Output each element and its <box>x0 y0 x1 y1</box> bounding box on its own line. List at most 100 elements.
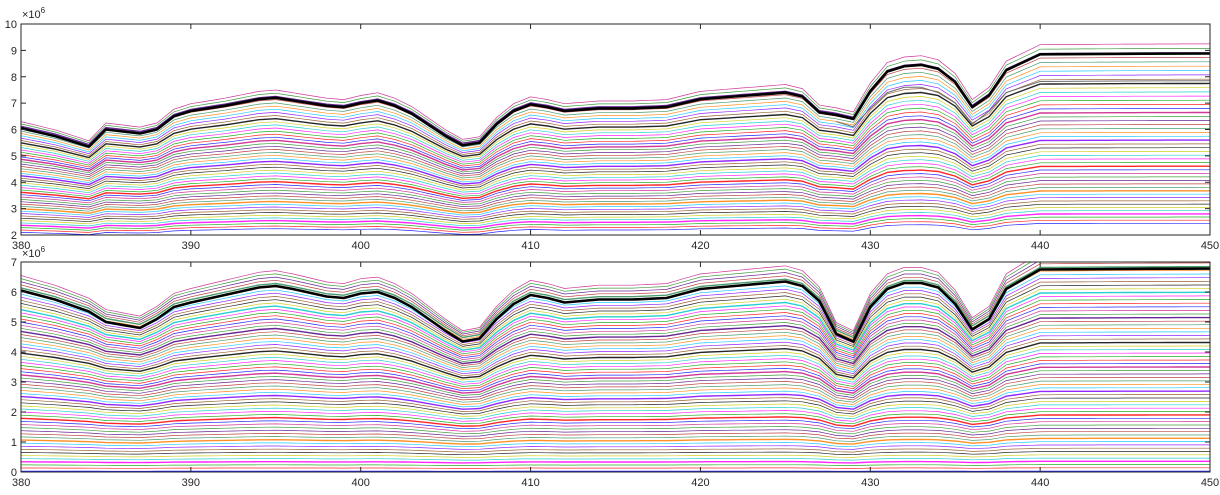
top-band-series-line <box>21 132 1210 182</box>
bottom-band-series-line <box>21 407 1210 422</box>
bottom-band-series-line <box>21 331 1210 373</box>
bottom-band-series-line <box>21 299 1210 355</box>
top-band-series-line <box>21 193 1210 216</box>
bottom-band-series-line <box>21 262 1032 333</box>
top-x-tick-label: 430 <box>861 240 879 252</box>
top-band-series-line <box>21 108 1210 170</box>
bottom-x-tick-label: 430 <box>861 477 879 489</box>
top-band-series-line <box>21 210 1210 227</box>
bottom-series-group <box>21 262 1210 472</box>
top-band-series-line <box>21 56 1210 147</box>
top-band-series-line <box>21 222 1210 235</box>
bottom-band-series-line <box>21 273 1210 342</box>
top-band-series-line <box>21 139 1210 186</box>
top-band-series-line <box>21 162 1210 198</box>
bottom-band-series-line <box>21 390 1210 410</box>
top-y-tick-label: 8 <box>11 72 17 84</box>
bottom-band-series-line <box>21 377 1210 401</box>
bottom-band-series-line <box>21 401 1210 417</box>
bottom-band-series-line <box>21 383 1210 405</box>
bottom-highlight-series-line <box>21 267 1210 343</box>
top-band-series-line <box>21 124 1210 178</box>
bottom-band-series-line <box>21 454 1210 458</box>
bottom-exponent-label: ×106 <box>22 245 46 260</box>
bottom-x-tick-label: 410 <box>521 477 539 489</box>
bottom-band-series-line <box>21 349 1210 383</box>
bottom-band-series-line <box>21 302 1210 357</box>
bottom-y-tick-label: 2 <box>11 407 17 419</box>
bottom-y-axis: 0 1 2 3 4 5 6 7 <box>11 257 1210 479</box>
bottom-band-series-line <box>21 411 1210 425</box>
top-highlight-series-line <box>21 52 1210 148</box>
top-band-series-line <box>21 99 1210 166</box>
top-y-tick-label: 10 <box>5 19 17 31</box>
bottom-band-series-line <box>21 335 1210 375</box>
bottom-band-series-line <box>21 277 1210 344</box>
top-band-series-line <box>21 151 1210 191</box>
bottom-band-series-line <box>21 284 1210 347</box>
top-band-series-line <box>21 183 1210 210</box>
bottom-x-tick-label: 420 <box>691 477 709 489</box>
top-chart: 2 3 4 5 6 7 8 9 10 380 390 400 410 420 430 440 450 ×106 <box>5 6 1219 252</box>
bottom-band-series-line <box>21 288 1210 349</box>
bottom-band-series-line <box>21 437 1210 445</box>
bottom-x-tick-label: 450 <box>1201 477 1219 489</box>
top-x-tick-label: 410 <box>521 240 539 252</box>
top-band-series-line <box>21 213 1210 229</box>
bottom-band-series-line <box>21 464 1210 466</box>
bottom-y-tick-label: 3 <box>11 377 17 389</box>
bottom-y-tick-label: 0 <box>11 467 17 479</box>
top-y-tick-label: 4 <box>11 177 17 189</box>
top-band-series-line <box>21 120 1210 176</box>
top-band-series-line <box>21 74 1210 155</box>
top-series-group <box>21 43 1210 235</box>
top-band-series-line <box>21 104 1210 168</box>
top-band-series-line <box>21 95 1210 164</box>
top-band-series-line <box>21 172 1210 204</box>
bottom-band-series-line <box>21 404 1210 420</box>
top-band-series-line <box>21 135 1210 183</box>
bottom-band-series-line <box>21 313 1210 363</box>
bottom-band-series-line <box>21 341 1210 379</box>
bottom-band-series-line <box>21 316 1210 365</box>
bottom-band-series-line <box>21 434 1210 442</box>
top-x-axis: 380 390 400 410 420 430 440 450 <box>12 24 1219 252</box>
top-x-tick-label: 400 <box>352 240 370 252</box>
bottom-chart: 0 1 2 3 4 5 6 7 380 390 400 410 420 430 440 450 ×106 <box>11 245 1219 489</box>
top-band-series-line <box>21 203 1210 223</box>
top-band-series-line <box>21 186 1210 212</box>
bottom-x-tick-label: 400 <box>352 477 370 489</box>
bottom-band-series-line <box>21 444 1210 450</box>
bottom-band-series-line <box>21 345 1210 381</box>
top-band-series-line <box>21 91 1210 162</box>
top-y-axis: 2 3 4 5 6 7 8 9 10 <box>5 19 1210 242</box>
top-band-series-line <box>21 216 1210 231</box>
top-y-tick-label: 2 <box>11 230 17 242</box>
top-band-series-line <box>21 180 1210 208</box>
top-band-series-line <box>21 165 1210 200</box>
top-band-series-line <box>21 147 1210 189</box>
bottom-band-series-line <box>21 306 1210 359</box>
bottom-x-tick-label: 440 <box>1031 477 1049 489</box>
bottom-plot-frame <box>20 261 1211 473</box>
top-band-series-line <box>21 116 1210 174</box>
bottom-y-tick-label: 6 <box>11 287 17 299</box>
bottom-x-tick-label: 390 <box>182 477 200 489</box>
bottom-band-series-line <box>21 447 1210 453</box>
top-band-series-line <box>21 190 1210 215</box>
bottom-band-series-line <box>21 421 1210 432</box>
top-band-series-line <box>21 158 1210 196</box>
bottom-band-series-line <box>21 356 1210 387</box>
bottom-band-series-line <box>21 295 1210 353</box>
top-band-series-line <box>21 65 1210 151</box>
top-band-series-line <box>21 87 1210 160</box>
bottom-band-series-line <box>21 441 1210 448</box>
top-plot-background <box>21 24 1210 235</box>
bottom-band-series-line <box>21 457 1210 461</box>
bottom-band-series-line <box>21 373 1210 399</box>
top-band-series-line <box>21 207 1210 225</box>
top-x-tick-label: 420 <box>691 240 709 252</box>
top-band-series-line <box>21 176 1210 206</box>
bottom-band-series-line <box>21 370 1210 396</box>
